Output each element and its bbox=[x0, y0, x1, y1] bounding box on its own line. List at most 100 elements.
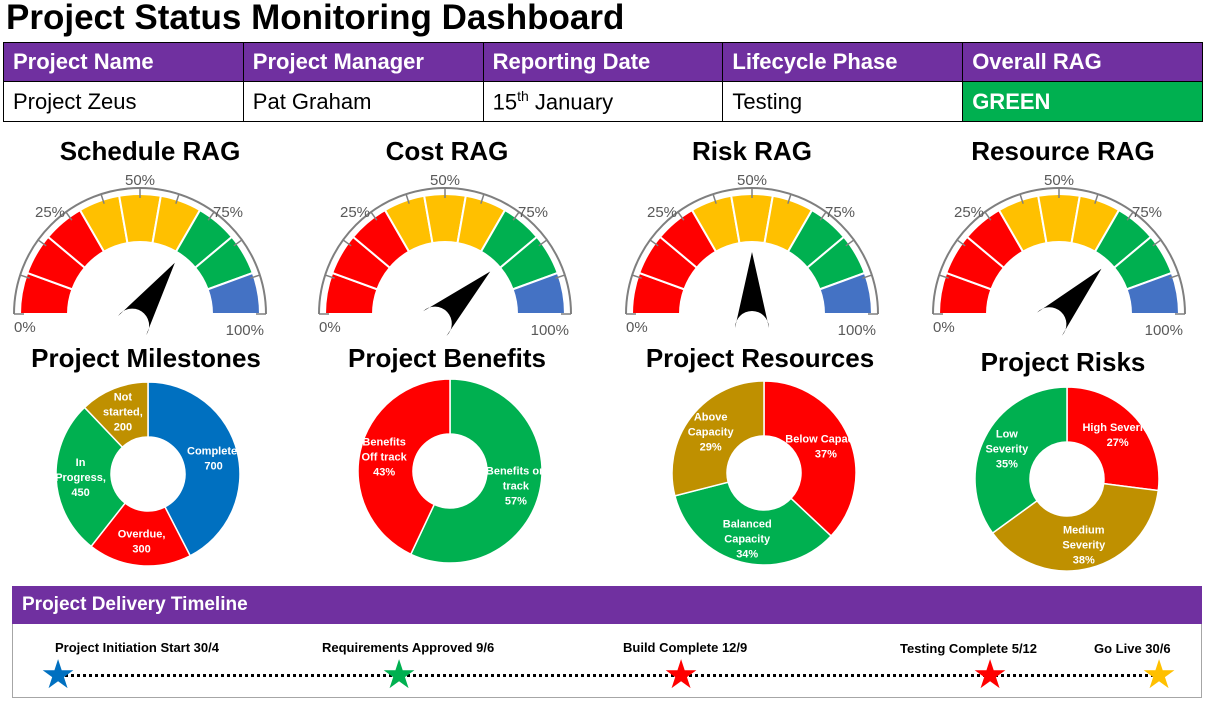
gauge-tick bbox=[1019, 193, 1024, 204]
gauge-scale-label: 0% bbox=[319, 319, 341, 336]
gauge-segment bbox=[818, 271, 874, 315]
timeline-title: Project Delivery Timeline bbox=[12, 586, 1202, 624]
milestone-star-icon: ★ bbox=[972, 653, 1008, 697]
gauge-scale-label: 75% bbox=[213, 204, 243, 221]
donut-data-label: Benefits on track 57% bbox=[486, 466, 546, 508]
donut-slice bbox=[409, 378, 543, 564]
gauge-tick bbox=[862, 274, 873, 279]
milestone-label-initiation: Project Initiation Start 30/4 bbox=[55, 640, 219, 655]
gauge-segment bbox=[1125, 271, 1181, 315]
header-lifecycle-phase: Lifecycle Phase bbox=[722, 42, 964, 82]
donut-data-label: High Severity 27% bbox=[1082, 422, 1153, 449]
gauge-tick bbox=[819, 211, 827, 221]
gauge-tick bbox=[712, 193, 717, 204]
donut-data-label: Not started, 200 bbox=[103, 391, 143, 433]
donut-slice bbox=[90, 502, 192, 567]
resources-donut-chart: Below Capacity 37% Balanced Capacity 34% Abov… bbox=[671, 380, 867, 566]
gauge-tick bbox=[984, 211, 992, 221]
gauge-scale-label: 75% bbox=[825, 204, 855, 221]
gauge-scale-label: 25% bbox=[954, 204, 984, 221]
gauge-tick bbox=[370, 211, 378, 221]
donut-data-label: Above Capacity 29% bbox=[688, 412, 735, 454]
donut-data-label: Overdue, 300 bbox=[118, 529, 166, 556]
milestone-star-icon: ★ bbox=[381, 653, 417, 697]
gauge-tick bbox=[956, 239, 966, 247]
gauge-tick bbox=[405, 193, 410, 204]
gauge-tick bbox=[845, 239, 855, 247]
overall-rag-value: GREEN bbox=[962, 81, 1203, 122]
gauge-scale-label: 50% bbox=[125, 172, 155, 189]
gauge-tick bbox=[787, 193, 792, 204]
gauge-scale-label: 100% bbox=[838, 322, 876, 339]
gauge-tick bbox=[1152, 239, 1162, 247]
milestone-star-icon: ★ bbox=[663, 653, 699, 697]
gauge-scale-label: 100% bbox=[226, 322, 264, 339]
resources-chart-title: Project Resources bbox=[645, 343, 875, 373]
gauge-needle bbox=[735, 252, 769, 328]
donut-data-label: Below Capacity 37% bbox=[785, 434, 867, 461]
gauge-scale-label: 25% bbox=[340, 204, 370, 221]
gauge-tick bbox=[19, 274, 30, 279]
gauge-scale-label: 0% bbox=[933, 319, 955, 336]
risks-donut-chart: High Severity 27% Medium Severity 38% Low Seve… bbox=[974, 386, 1160, 572]
resource-rag-gauge: 0% 25% 50% 75% 100% bbox=[932, 172, 1186, 339]
gauge-scale-label: 100% bbox=[1145, 322, 1183, 339]
gauge-tick bbox=[1169, 274, 1180, 279]
donut-slice bbox=[763, 380, 857, 538]
gauge-scale-label: 25% bbox=[35, 204, 65, 221]
gauge-tick bbox=[233, 239, 243, 247]
gauge-tick bbox=[1094, 193, 1099, 204]
project-info-table: Project Name Project Manager Reporting D… bbox=[3, 42, 1203, 122]
reporting-date-value: 15th January bbox=[482, 81, 724, 122]
gauge-tick bbox=[677, 211, 685, 221]
gauge-tick bbox=[938, 274, 949, 279]
donut-data-label: Complete, 700 bbox=[187, 446, 240, 473]
project-name-value: Project Zeus bbox=[3, 81, 244, 122]
header-project-manager: Project Manager bbox=[242, 42, 484, 82]
gauge-needle bbox=[118, 262, 175, 336]
gauge-scale-label: 75% bbox=[518, 204, 548, 221]
project-manager-value: Pat Graham bbox=[242, 81, 484, 122]
donut-slice bbox=[83, 381, 149, 449]
gauge-tick bbox=[324, 274, 335, 279]
donut-data-label: Low Severity 35% bbox=[985, 428, 1029, 470]
donut-data-label: In Progress, 450 bbox=[55, 457, 106, 499]
gauge-tick bbox=[100, 193, 105, 204]
gauge-tick bbox=[342, 239, 352, 247]
header-reporting-date: Reporting Date bbox=[482, 42, 724, 82]
benefits-donut-chart: Benefits on track 57% Benefits Off track 43% bbox=[357, 378, 546, 564]
gauge-tick bbox=[175, 193, 180, 204]
benefits-chart-title: Project Benefits bbox=[348, 343, 546, 373]
header-overall-rag: Overall RAG bbox=[962, 42, 1203, 82]
risk-rag-gauge: 0% 25% 50% 75% 100% bbox=[625, 172, 879, 339]
gauge-needle bbox=[423, 271, 491, 336]
milestone-star-icon: ★ bbox=[1141, 653, 1177, 697]
gauge-scale-label: 50% bbox=[1044, 172, 1074, 189]
donut-slice bbox=[673, 481, 833, 566]
gauge-scale-label: 0% bbox=[14, 319, 36, 336]
risk-rag-title: Risk RAG bbox=[692, 136, 812, 166]
gauge-tick bbox=[631, 274, 642, 279]
donut-slice bbox=[991, 482, 1160, 572]
donut-data-label: Balanced Capacity 34% bbox=[723, 518, 772, 560]
gauge-scale-label: 0% bbox=[626, 319, 648, 336]
donut-slice bbox=[671, 380, 765, 497]
gauge-tick bbox=[649, 239, 659, 247]
gauge-scale-label: 50% bbox=[737, 172, 767, 189]
gauge-scale-label: 25% bbox=[647, 204, 677, 221]
donut-slice bbox=[357, 378, 451, 556]
gauge-segment bbox=[511, 271, 567, 315]
milestones-donut-chart: Complete, 700 Overdue, 300 In Progress, 450 Not… bbox=[55, 381, 241, 567]
info-value-row: Project Zeus Pat Graham 15th January Tes… bbox=[3, 81, 1203, 122]
donut-data-label: Benefits Off track 43% bbox=[362, 436, 408, 478]
cost-rag-gauge: 0% 25% 50% 75% 100% bbox=[318, 172, 572, 339]
header-project-name: Project Name bbox=[3, 42, 244, 82]
page-title: Project Status Monitoring Dashboard bbox=[6, 0, 625, 37]
gauge-tick bbox=[65, 211, 73, 221]
gauge-tick bbox=[37, 239, 47, 247]
schedule-rag-title: Schedule RAG bbox=[59, 136, 241, 166]
milestone-label-go-live: Go Live 30/6 bbox=[1094, 641, 1171, 656]
reporting-date-day: 15 bbox=[492, 89, 518, 115]
gauge-scale-label: 50% bbox=[430, 172, 460, 189]
info-header-row: Project Name Project Manager Reporting D… bbox=[3, 42, 1203, 82]
